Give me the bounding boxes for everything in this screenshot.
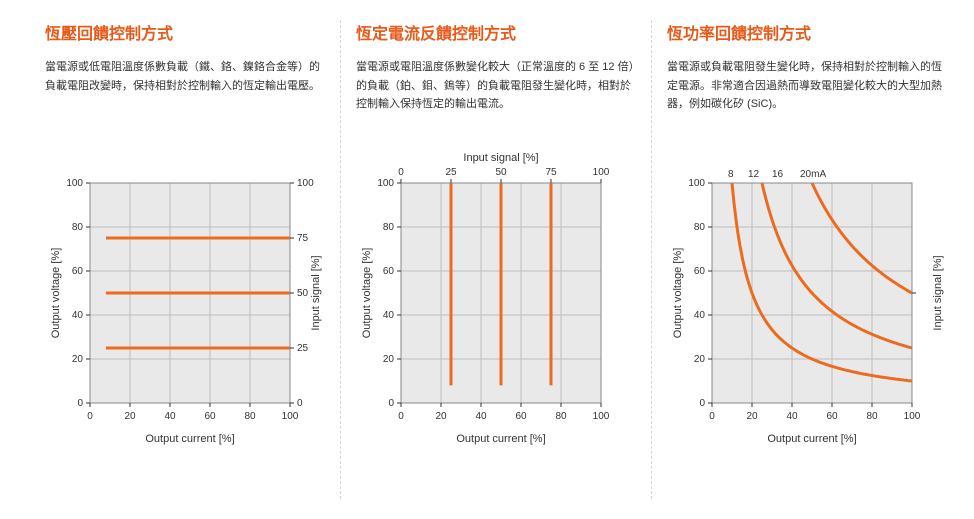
svg-text:40: 40 bbox=[164, 411, 176, 422]
svg-text:Output current [%]: Output current [%] bbox=[456, 433, 545, 445]
chart-constant-power: 0 20 40 60 80 100 0 20 40 60 80 100 8 12 16 20mA Output … bbox=[667, 148, 947, 448]
svg-text:80: 80 bbox=[866, 411, 878, 422]
svg-text:60: 60 bbox=[694, 266, 706, 277]
svg-text:0: 0 bbox=[388, 398, 394, 409]
svg-text:80: 80 bbox=[244, 411, 256, 422]
svg-text:80: 80 bbox=[72, 222, 84, 233]
svg-text:20: 20 bbox=[694, 354, 706, 365]
svg-text:16: 16 bbox=[772, 169, 784, 180]
svg-text:60: 60 bbox=[383, 266, 395, 277]
svg-text:0: 0 bbox=[297, 398, 303, 409]
panel-title: 恆壓回饋控制方式 bbox=[45, 20, 325, 44]
svg-text:100: 100 bbox=[593, 411, 610, 422]
svg-text:40: 40 bbox=[694, 310, 706, 321]
svg-text:40: 40 bbox=[786, 411, 798, 422]
svg-text:Output current [%]: Output current [%] bbox=[145, 433, 234, 445]
svg-text:60: 60 bbox=[204, 411, 216, 422]
panel-desc: 當電源或負載電阻發生變化時，保持相對於控制輸入的恆定電源。非常適合因過熱而導致電… bbox=[667, 58, 947, 118]
svg-text:60: 60 bbox=[72, 266, 84, 277]
svg-text:25: 25 bbox=[445, 167, 457, 178]
svg-text:0: 0 bbox=[699, 398, 705, 409]
panel-desc: 當電源或低電阻溫度係數負載（鐵、鉻、鎳鉻合金等）的負載電阻改變時，保持相對於控制… bbox=[45, 58, 325, 118]
svg-text:20: 20 bbox=[383, 354, 395, 365]
svg-text:40: 40 bbox=[383, 310, 395, 321]
svg-text:Input signal [%]: Input signal [%] bbox=[463, 152, 538, 164]
chart-constant-voltage: 0 20 40 60 80 100 0 20 40 60 80 100 0 25 50 75 100 Output… bbox=[45, 148, 325, 448]
svg-text:0: 0 bbox=[398, 167, 404, 178]
svg-text:100: 100 bbox=[904, 411, 921, 422]
svg-text:25: 25 bbox=[297, 343, 309, 354]
svg-text:20: 20 bbox=[72, 354, 84, 365]
svg-text:75: 75 bbox=[545, 167, 557, 178]
svg-text:75: 75 bbox=[297, 233, 309, 244]
svg-text:Input signal [%]: Input signal [%] bbox=[932, 255, 944, 330]
svg-text:80: 80 bbox=[383, 222, 395, 233]
svg-text:0: 0 bbox=[87, 411, 93, 422]
panel-constant-power: 恆功率回饋控制方式 當電源或負載電阻發生變化時，保持相對於控制輸入的恆定電源。非… bbox=[651, 20, 962, 499]
svg-text:0: 0 bbox=[398, 411, 404, 422]
svg-text:60: 60 bbox=[515, 411, 527, 422]
svg-text:100: 100 bbox=[688, 178, 705, 189]
svg-text:60: 60 bbox=[826, 411, 838, 422]
svg-text:40: 40 bbox=[475, 411, 487, 422]
svg-text:8: 8 bbox=[728, 169, 734, 180]
svg-text:20: 20 bbox=[746, 411, 758, 422]
svg-text:100: 100 bbox=[66, 178, 83, 189]
svg-text:Input signal [%]: Input signal [%] bbox=[310, 255, 322, 330]
svg-text:50: 50 bbox=[495, 167, 507, 178]
panel-desc: 當電源或電阻溫度係數變化較大（正常溫度的 6 至 12 倍）的負載（鉑、鉬、鎢等… bbox=[356, 58, 636, 118]
svg-text:Output voltage [%]: Output voltage [%] bbox=[50, 248, 62, 339]
svg-text:100: 100 bbox=[297, 178, 314, 189]
svg-text:20: 20 bbox=[124, 411, 136, 422]
chart-constant-current: 0 20 40 60 80 100 0 20 40 60 80 100 0 25 50 75 100 Input … bbox=[356, 148, 636, 448]
svg-text:Output current [%]: Output current [%] bbox=[767, 433, 856, 445]
svg-text:12: 12 bbox=[748, 169, 760, 180]
panel-constant-voltage: 恆壓回饋控制方式 當電源或低電阻溫度係數負載（鐵、鉻、鎳鉻合金等）的負載電阻改變… bbox=[30, 20, 340, 499]
svg-text:100: 100 bbox=[593, 167, 610, 178]
svg-text:100: 100 bbox=[377, 178, 394, 189]
svg-text:0: 0 bbox=[709, 411, 715, 422]
panel-constant-current: 恆定電流反饋控制方式 當電源或電阻溫度係數變化較大（正常溫度的 6 至 12 倍… bbox=[340, 20, 651, 499]
svg-text:80: 80 bbox=[694, 222, 706, 233]
svg-text:100: 100 bbox=[282, 411, 299, 422]
svg-text:0: 0 bbox=[77, 398, 83, 409]
svg-text:50: 50 bbox=[297, 288, 309, 299]
svg-text:20mA: 20mA bbox=[800, 169, 826, 180]
panel-title: 恆功率回饋控制方式 bbox=[667, 20, 947, 44]
svg-text:20: 20 bbox=[435, 411, 447, 422]
svg-text:Output voltage [%]: Output voltage [%] bbox=[672, 248, 684, 339]
svg-text:Output voltage [%]: Output voltage [%] bbox=[361, 248, 373, 339]
svg-text:40: 40 bbox=[72, 310, 84, 321]
panel-title: 恆定電流反饋控制方式 bbox=[356, 20, 636, 44]
svg-text:80: 80 bbox=[555, 411, 567, 422]
